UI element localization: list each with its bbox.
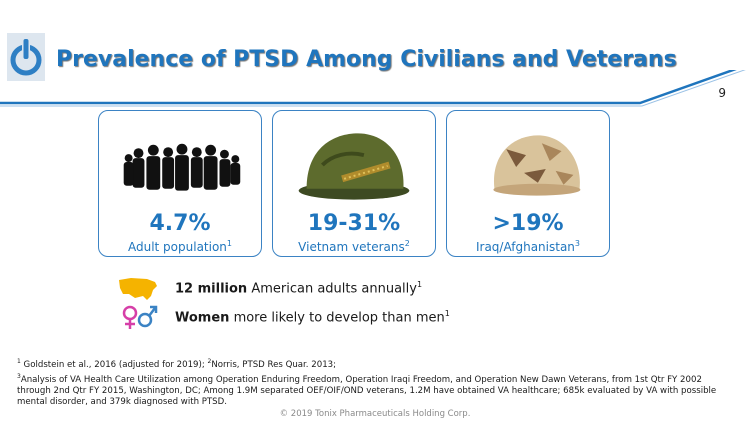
copyright-notice: © 2019 Tonix Pharmaceuticals Holding Cor… xyxy=(279,409,471,419)
stat-value: 19-31% xyxy=(307,211,401,236)
footnote-line-2: 3Analysis of VA Health Care Utilization … xyxy=(17,372,717,407)
footnote-line-1: 1 Goldstein et al., 2016 (adjusted for 2… xyxy=(17,358,337,370)
stat-card-adult-population: 4.7% Adult population1 xyxy=(98,110,262,257)
us-map-icon xyxy=(119,278,157,300)
stat-value: 4.7% xyxy=(149,211,211,236)
tonix-power-logo-icon xyxy=(7,33,45,81)
fact-women-more-likely: Women more likely to develop than men1 xyxy=(175,309,450,326)
header-divider xyxy=(0,70,746,107)
stat-label: Vietnam veterans2 xyxy=(298,239,410,254)
stat-label: Adult population1 xyxy=(127,239,233,254)
gender-symbols-icon xyxy=(122,305,158,329)
stat-label: Iraq/Afghanistan3 xyxy=(475,239,581,254)
crowd-silhouette-icon xyxy=(123,143,241,191)
footnotes: 1 Goldstein et al., 2016 (adjusted for 2… xyxy=(17,356,737,408)
page-number: 9 xyxy=(718,86,726,100)
vietnam-helmet-icon xyxy=(298,133,410,200)
stat-card-iraq-afghanistan: >19% Iraq/Afghanistan3 xyxy=(446,110,610,257)
fact-12-million: 12 million American adults annually1 xyxy=(175,280,423,297)
desert-helmet-icon xyxy=(493,135,581,196)
stat-value: >19% xyxy=(492,211,564,236)
page-title: Prevalence of PTSD Among Civilians and V… xyxy=(56,47,677,72)
stat-card-vietnam-veterans: 19-31% Vietnam veterans2 xyxy=(272,110,436,257)
